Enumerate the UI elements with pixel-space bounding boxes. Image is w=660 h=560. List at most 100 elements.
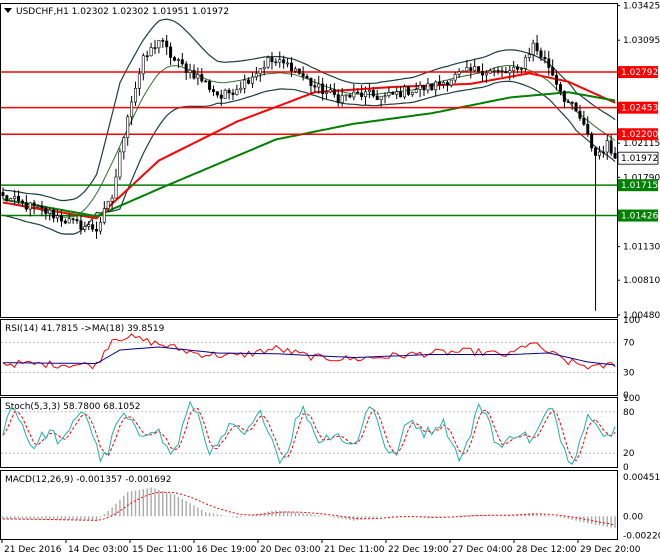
x-tick-label: 22 Dec 19:00	[388, 545, 449, 555]
candles	[1, 34, 617, 311]
candle-body	[40, 205, 44, 209]
candle-body	[570, 101, 574, 104]
candle-body	[309, 77, 313, 86]
candle-body	[137, 73, 141, 89]
candle-body	[605, 140, 609, 153]
candle-body	[17, 195, 21, 202]
candle-body	[215, 91, 219, 96]
candle-body	[352, 91, 356, 98]
x-tick-label: 14 Dec 03:00	[68, 545, 129, 555]
candle-body	[106, 200, 110, 209]
candle-body	[480, 70, 484, 76]
candle-body	[523, 57, 527, 69]
candle-body	[317, 83, 321, 88]
candle-body	[430, 83, 434, 91]
candle-body	[313, 85, 317, 88]
candle-body	[336, 94, 340, 103]
candle-body	[488, 70, 492, 74]
candle-body	[379, 95, 383, 100]
candle-body	[282, 59, 286, 64]
rsi-title: RSI(14) 41.7815 ->MA(18) 39.8519	[5, 324, 165, 334]
candle-body	[348, 94, 352, 98]
candle-body	[519, 68, 523, 70]
candle-body	[496, 70, 500, 72]
level-tag-label: 1.01426	[621, 212, 658, 222]
candle-body	[364, 91, 368, 97]
candle-body	[293, 68, 297, 72]
candle-body	[32, 202, 36, 207]
candle-body	[504, 71, 508, 74]
candle-body	[543, 57, 547, 60]
candle-body	[20, 200, 24, 203]
candle-body	[469, 67, 473, 71]
candle-body	[274, 61, 278, 64]
rsi-tick-label: 70	[623, 339, 635, 349]
price-panel	[0, 3, 618, 318]
candle-body	[75, 219, 79, 222]
candle-body	[399, 91, 403, 98]
candle-body	[176, 59, 180, 62]
candle-body	[325, 91, 329, 94]
candle-body	[258, 68, 262, 74]
candle-body	[457, 71, 461, 75]
candle-body	[79, 220, 83, 230]
candle-body	[200, 74, 204, 82]
candle-body	[219, 94, 223, 99]
candle-body	[375, 95, 379, 100]
macd-tick-label: -0.002209	[623, 532, 660, 542]
level-tag-label: 1.02792	[621, 68, 658, 78]
stoch-main-line	[2, 400, 616, 465]
level-tag-label: 1.02200	[621, 130, 658, 140]
macd-tick-label: 0.00	[623, 512, 643, 522]
candle-body	[169, 46, 173, 58]
candle-body	[184, 63, 188, 73]
candle-body	[527, 54, 531, 58]
candle-body	[270, 57, 274, 63]
rsi-tick-label: 0	[623, 391, 629, 401]
candle-body	[360, 92, 364, 97]
candle-body	[609, 140, 613, 154]
candle-body	[196, 74, 200, 79]
candle-body	[516, 67, 520, 70]
candle-body	[344, 94, 348, 97]
rsi-tick-label: 100	[623, 316, 640, 326]
candle-body	[562, 91, 566, 102]
candle-body	[9, 198, 13, 202]
candle-body	[461, 70, 465, 73]
candle-body	[391, 92, 395, 95]
candle-body	[418, 85, 422, 90]
level-tag-label: 1.01715	[621, 181, 658, 191]
candle-body	[492, 70, 496, 72]
candle-body	[250, 76, 254, 84]
candle-body	[297, 68, 301, 74]
candle-body	[262, 66, 266, 69]
candle-body	[223, 89, 227, 99]
candle-body	[484, 72, 488, 76]
macd-panel	[0, 470, 618, 540]
candle-body	[180, 59, 184, 65]
dropdown-triangle-icon[interactable]	[4, 8, 12, 13]
price-tick-label: 1.03425	[623, 2, 660, 12]
candle-body	[208, 81, 212, 90]
candle-body	[410, 91, 414, 95]
candle-body	[551, 67, 555, 76]
macd-tick-label: 0.004514	[623, 473, 660, 483]
candle-body	[434, 81, 438, 91]
candle-body	[301, 73, 305, 77]
candle-body	[227, 89, 231, 94]
level-tag	[618, 128, 658, 141]
candle-body	[36, 205, 40, 208]
candle-body	[406, 86, 410, 95]
candle-body	[305, 76, 309, 79]
price-tick-label: 1.02115	[623, 139, 660, 149]
candle-body	[48, 209, 52, 214]
current-price-tag	[617, 151, 659, 165]
price-tick-label: 1.03095	[623, 36, 660, 46]
candle-body	[165, 40, 169, 48]
x-tick-label: 29 Dec 20:00	[580, 545, 641, 555]
candle-body	[582, 117, 586, 125]
price-tick-label: 1.01130	[623, 243, 660, 253]
candle-body	[547, 58, 551, 68]
candle-body	[110, 197, 114, 202]
candle-body	[586, 123, 590, 135]
